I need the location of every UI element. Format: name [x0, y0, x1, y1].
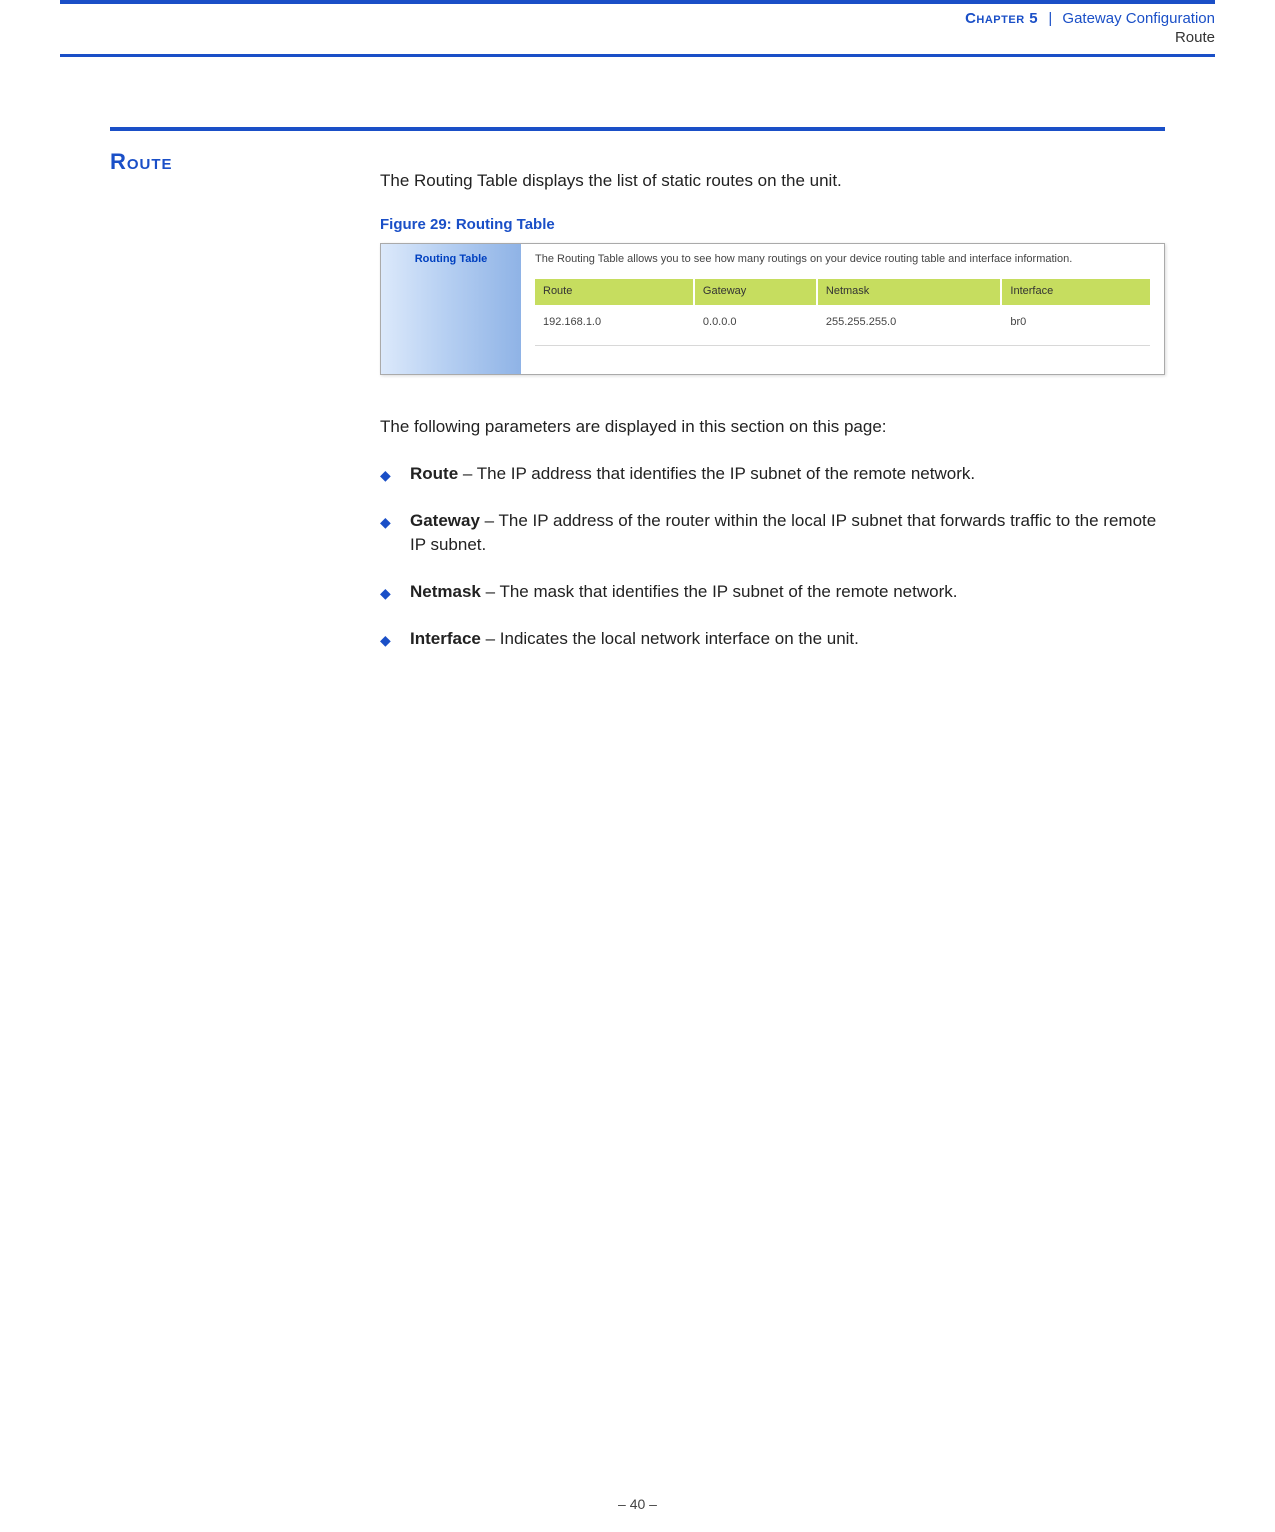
bullet-interface: ◆ Interface – Indicates the local networ… — [380, 627, 1165, 652]
bullet-marker-icon: ◆ — [380, 580, 410, 605]
bullet-desc: – Indicates the local network interface … — [481, 629, 859, 648]
section-intro: The Routing Table displays the list of s… — [380, 169, 1165, 194]
content-area: Route The Routing Table displays the lis… — [110, 127, 1165, 673]
section-heading: Route — [110, 149, 380, 175]
col-header-interface: Interface — [1002, 279, 1150, 305]
header-line-1: Chapter 5 | Gateway Configuration — [60, 10, 1215, 27]
section-body: The Routing Table displays the list of s… — [380, 149, 1165, 673]
bullet-text: Interface – Indicates the local network … — [410, 627, 1165, 652]
page-number: – 40 – — [0, 1496, 1275, 1512]
section-rule — [110, 127, 1165, 131]
page: Chapter 5 | Gateway Configuration Route … — [0, 0, 1275, 1532]
screenshot-main: The Routing Table allows you to see how … — [521, 244, 1164, 374]
screenshot-table: Route Gateway Netmask Interface 192.168.… — [535, 279, 1150, 346]
bullet-text: Route – The IP address that identifies t… — [410, 462, 1165, 487]
header-separator: | — [1042, 10, 1058, 27]
bullet-desc: – The IP address that identifies the IP … — [458, 464, 975, 483]
bullet-term: Interface — [410, 629, 481, 648]
col-header-gateway: Gateway — [695, 279, 818, 305]
section-row: Route The Routing Table displays the lis… — [110, 149, 1165, 673]
bullet-netmask: ◆ Netmask – The mask that identifies the… — [380, 580, 1165, 605]
cell-route: 192.168.1.0 — [535, 315, 695, 331]
top-rule — [60, 0, 1215, 4]
chapter-title: Gateway Configuration — [1062, 10, 1215, 27]
cell-netmask: 255.255.255.0 — [818, 315, 1003, 331]
table-header-row: Route Gateway Netmask Interface — [535, 279, 1150, 305]
bullet-desc: – The mask that identifies the IP subnet… — [481, 582, 958, 601]
figure-caption: Figure 29: Routing Table — [380, 214, 1165, 236]
table-row: 192.168.1.0 0.0.0.0 255.255.255.0 br0 — [535, 305, 1150, 346]
params-intro: The following parameters are displayed i… — [380, 415, 1165, 440]
cell-interface: br0 — [1002, 315, 1150, 331]
screenshot-description: The Routing Table allows you to see how … — [535, 252, 1150, 267]
bullet-marker-icon: ◆ — [380, 509, 410, 558]
header-subtitle: Route — [60, 29, 1215, 46]
bullet-term: Netmask — [410, 582, 481, 601]
bullet-desc: – The IP address of the router within th… — [410, 511, 1156, 555]
bullet-text: Gateway – The IP address of the router w… — [410, 509, 1165, 558]
page-header: Chapter 5 | Gateway Configuration Route — [60, 6, 1215, 57]
screenshot-sidebar: Routing Table — [381, 244, 521, 374]
chapter-label: Chapter 5 — [965, 10, 1038, 27]
cell-gateway: 0.0.0.0 — [695, 315, 818, 331]
bullet-marker-icon: ◆ — [380, 627, 410, 652]
col-header-route: Route — [535, 279, 695, 305]
screenshot-sidebar-title: Routing Table — [381, 250, 521, 270]
routing-table-screenshot: Routing Table The Routing Table allows y… — [380, 243, 1165, 375]
bullet-route: ◆ Route – The IP address that identifies… — [380, 462, 1165, 487]
bullet-term: Gateway — [410, 511, 480, 530]
bullet-marker-icon: ◆ — [380, 462, 410, 487]
col-header-netmask: Netmask — [818, 279, 1003, 305]
bullet-gateway: ◆ Gateway – The IP address of the router… — [380, 509, 1165, 558]
bullet-text: Netmask – The mask that identifies the I… — [410, 580, 1165, 605]
bullet-term: Route — [410, 464, 458, 483]
